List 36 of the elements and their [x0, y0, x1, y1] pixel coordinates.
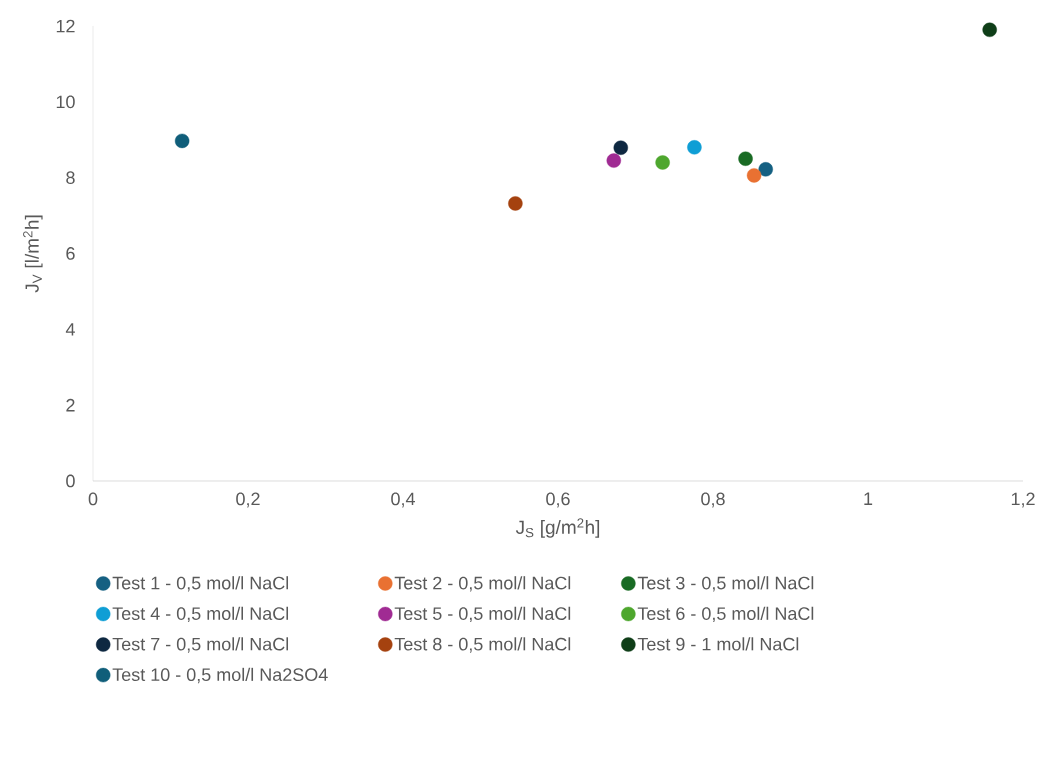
legend-label: Test 3 - 0,5 mol/l NaCl [637, 576, 814, 592]
legend-label: Test 2 - 0,5 mol/l NaCl [394, 576, 571, 592]
y-tick-label: 2 [66, 398, 75, 412]
point [655, 155, 670, 170]
y-tick-label: 0 [66, 474, 75, 488]
point [738, 151, 753, 166]
legend-label: Test 1 - 0,5 mol/l NaCl [112, 576, 289, 592]
x-tick-label: 1,2 [1011, 492, 1035, 508]
point [508, 196, 523, 211]
legend-label: Test 6 - 0,5 mol/l NaCl [637, 606, 814, 623]
legend-label: Test 4 - 0,5 mol/l NaCl [112, 606, 289, 623]
y-tick-label: 8 [66, 171, 75, 185]
point [758, 162, 773, 177]
legend-label: Test 10 - 0,5 mol/l Na2SO4 [112, 667, 328, 684]
x-tick-label: 0,4 [391, 492, 415, 508]
legend-label: Test 8 - 0,5 mol/l NaCl [394, 637, 571, 653]
point [174, 133, 190, 149]
y-tick-label: 12 [56, 19, 75, 33]
legend-label: Test 7 - 0,5 mol/l NaCl [112, 637, 289, 653]
y-axis-title: J$_{V}$ [l/m$^{2}$h] [23, 215, 43, 293]
x-tick-label: 0,8 [701, 492, 725, 508]
y-tick-label: 10 [56, 95, 75, 109]
point [746, 168, 762, 183]
y-tick-label: 6 [66, 247, 75, 260]
y-tick-label: 4 [65, 323, 75, 336]
x-tick-label: 0,6 [546, 492, 570, 508]
x-tick-label: 0,2 [236, 492, 260, 508]
x-axis-title: J$_{S}$ [g/m$^{2}$h] [515, 518, 600, 538]
x-tick-label: 0 [88, 492, 98, 506]
point [613, 140, 628, 155]
legend-label: Test 5 - 0,5 mol/l NaCl [394, 606, 571, 623]
point [687, 140, 702, 155]
legend-label: Test 9 - 1 mol/l NaCl [637, 637, 799, 651]
x-tick-label: 1 [864, 492, 873, 505]
point [982, 22, 997, 37]
point [606, 153, 622, 168]
